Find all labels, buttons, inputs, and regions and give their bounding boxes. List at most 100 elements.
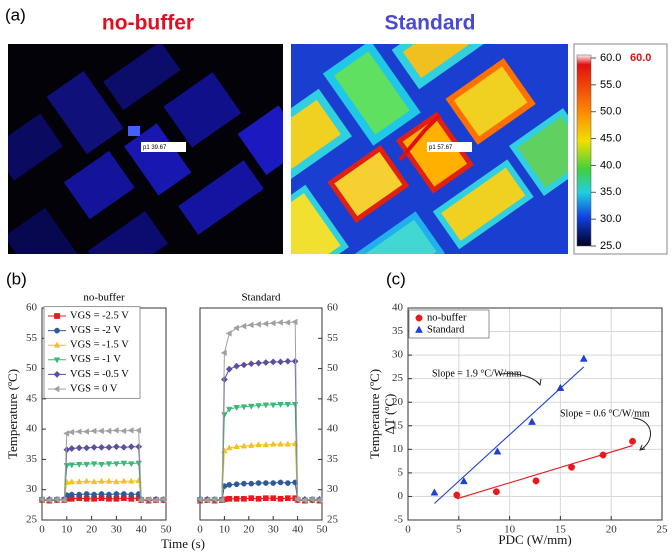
marker — [285, 358, 291, 364]
marker — [84, 429, 89, 435]
series-line — [200, 404, 320, 500]
marker — [248, 361, 254, 367]
marker — [234, 496, 239, 501]
x-tick-label: 0 — [197, 524, 203, 536]
marker — [98, 444, 104, 450]
marker — [84, 491, 89, 496]
colorbar-label: 30.0 — [600, 213, 621, 225]
panel-label: (a) — [5, 5, 26, 24]
y-tick-label: 35 — [392, 325, 404, 337]
marker — [99, 462, 105, 467]
x-tick-label: 25 — [657, 524, 669, 536]
colorbar — [577, 55, 591, 246]
arrow-head — [536, 379, 541, 385]
y-tick-label: 40 — [327, 423, 339, 435]
marker — [271, 496, 276, 501]
marker — [277, 320, 282, 326]
marker — [64, 463, 70, 468]
marker — [557, 384, 564, 390]
y-tick-label: 60 — [26, 302, 38, 314]
marker — [91, 444, 97, 450]
marker — [292, 358, 298, 364]
legend-label: VGS = -2 V — [70, 325, 121, 336]
x-tick-label: 20 — [243, 524, 255, 536]
x-tick-label: 20 — [606, 524, 618, 536]
series-line — [200, 444, 320, 500]
y-tick-label: 60 — [327, 302, 339, 314]
marker — [227, 496, 232, 501]
legend-label: VGS = -1.5 V — [70, 340, 129, 351]
spot-label: p1 57.67 — [429, 145, 453, 151]
legend-label: Standard — [427, 324, 465, 335]
y-tick-label: 40 — [26, 423, 38, 435]
y-tick-label: 30 — [26, 483, 38, 495]
marker — [106, 492, 111, 497]
legend-label: VGS = 0 V — [70, 383, 118, 394]
marker — [233, 363, 239, 369]
marker — [84, 462, 90, 467]
marker — [256, 480, 261, 485]
x-axis-label: PDC (W/mm) — [498, 532, 571, 547]
marker — [114, 496, 119, 501]
marker — [84, 445, 90, 451]
marker — [292, 319, 297, 325]
marker — [99, 491, 104, 496]
legend-label: VGS = -1 V — [70, 354, 121, 365]
marker — [278, 496, 283, 501]
plot-frame — [200, 308, 322, 520]
y-tick-label: 50 — [327, 362, 339, 374]
y-tick-label: 25 — [327, 514, 339, 526]
marker — [278, 480, 283, 485]
legend-label: VGS = -0.5 V — [70, 369, 129, 380]
marker — [77, 492, 82, 497]
legend-marker — [54, 313, 59, 318]
marker — [528, 418, 535, 424]
series-line — [200, 361, 320, 500]
marker — [128, 427, 133, 433]
y-tick-label: 25 — [392, 372, 404, 384]
marker — [121, 428, 126, 434]
marker — [256, 442, 262, 447]
y-tick-label: 55 — [327, 332, 339, 344]
marker — [113, 444, 119, 450]
y-tick-label: 40 — [392, 302, 404, 314]
marker — [270, 359, 276, 365]
y-tick-label: 30 — [327, 483, 339, 495]
marker — [91, 428, 96, 434]
marker — [629, 438, 635, 444]
marker — [91, 492, 96, 497]
marker — [493, 489, 499, 495]
marker — [121, 444, 127, 450]
annotation: Slope = 0.6 °C/W/mm — [560, 408, 650, 419]
y-tick-label: 10 — [392, 443, 404, 455]
x-tick-label: 50 — [161, 524, 173, 536]
spot-label: p1 39.67 — [143, 145, 167, 151]
x-tick-label: 40 — [136, 524, 148, 536]
panel-label: (c) — [386, 269, 406, 288]
marker — [128, 462, 134, 467]
marker — [249, 496, 254, 501]
figure: (a) no-buffer Standard p1 39.67 — [0, 0, 672, 552]
series-line — [457, 446, 633, 499]
marker — [113, 427, 118, 433]
x-tick-label: 0 — [405, 524, 411, 536]
marker — [277, 359, 283, 365]
panel-label: (b) — [6, 269, 27, 288]
y-tick-label: 35 — [327, 453, 339, 465]
x-tick-label: 10 — [61, 524, 73, 536]
marker — [285, 402, 291, 407]
marker — [234, 482, 239, 487]
y-tick-label: 0 — [398, 490, 404, 502]
marker — [84, 496, 89, 501]
x-tick-label: 20 — [86, 524, 98, 536]
colorbar-max: 60.0 — [630, 52, 651, 64]
legend-marker — [416, 315, 422, 321]
marker — [76, 445, 82, 451]
x-tick-label: 10 — [219, 524, 231, 536]
marker — [114, 462, 120, 467]
marker — [454, 492, 460, 498]
plot-title: no-buffer — [83, 292, 125, 304]
legend-marker — [54, 328, 59, 333]
colorbar-label: 55.0 — [600, 79, 621, 91]
marker — [263, 496, 268, 501]
